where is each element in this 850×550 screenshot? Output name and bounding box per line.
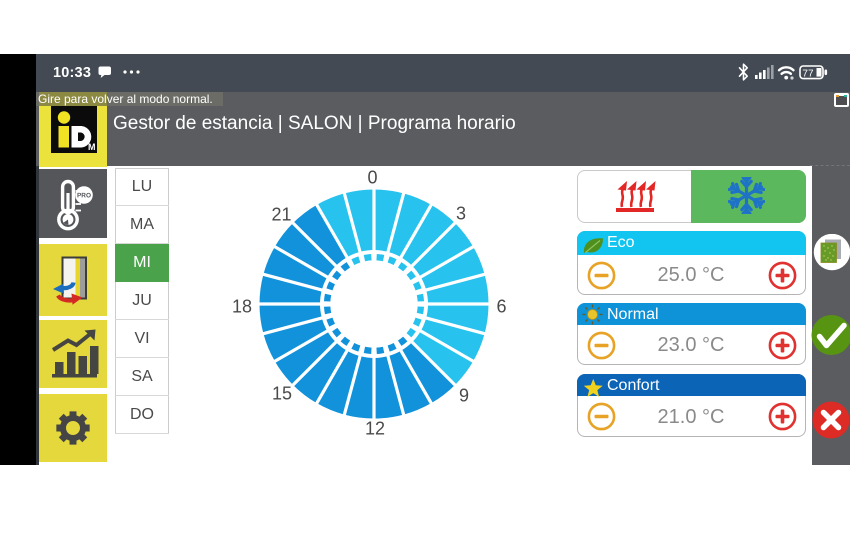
svg-text:M: M (88, 142, 96, 152)
svg-text:15: 15 (272, 384, 292, 404)
svg-text:PRO: PRO (77, 192, 91, 199)
svg-text:0: 0 (367, 168, 377, 188)
svg-text:12: 12 (365, 419, 385, 439)
svg-text:3: 3 (456, 204, 466, 224)
svg-text:9: 9 (459, 386, 469, 406)
svg-text:6: 6 (496, 297, 506, 317)
svg-text:21: 21 (271, 205, 291, 225)
svg-text:77: 77 (802, 68, 814, 79)
svg-text:18: 18 (232, 297, 252, 317)
